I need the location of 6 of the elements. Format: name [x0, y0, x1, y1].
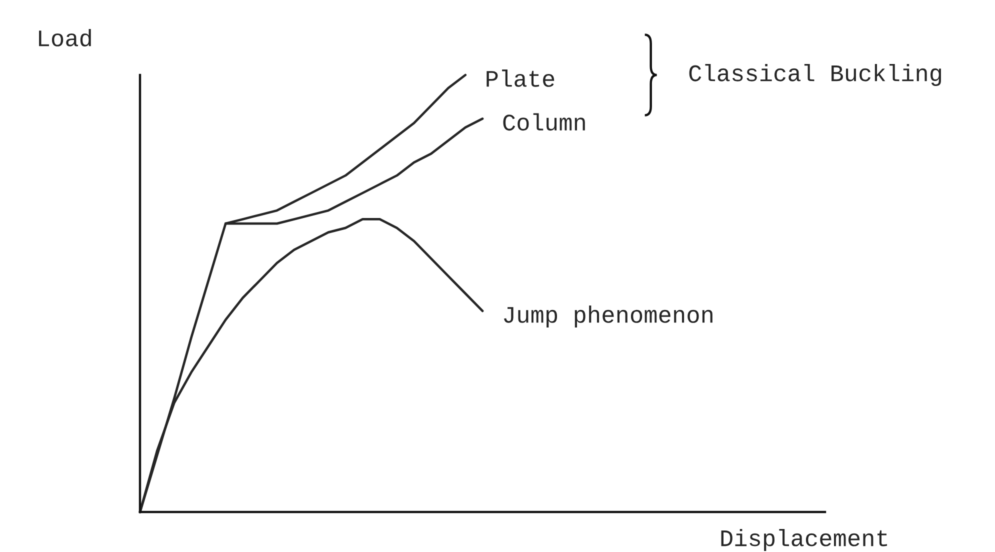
x-axis-title: Displacement — [721, 528, 888, 551]
series-label: Column — [503, 113, 585, 131]
annotation: Classical Buckling — [689, 64, 942, 86]
series-label: Plate — [486, 70, 554, 87]
y-axis-title: Load — [39, 29, 91, 46]
series-label: Jump phenomenon — [504, 306, 712, 328]
